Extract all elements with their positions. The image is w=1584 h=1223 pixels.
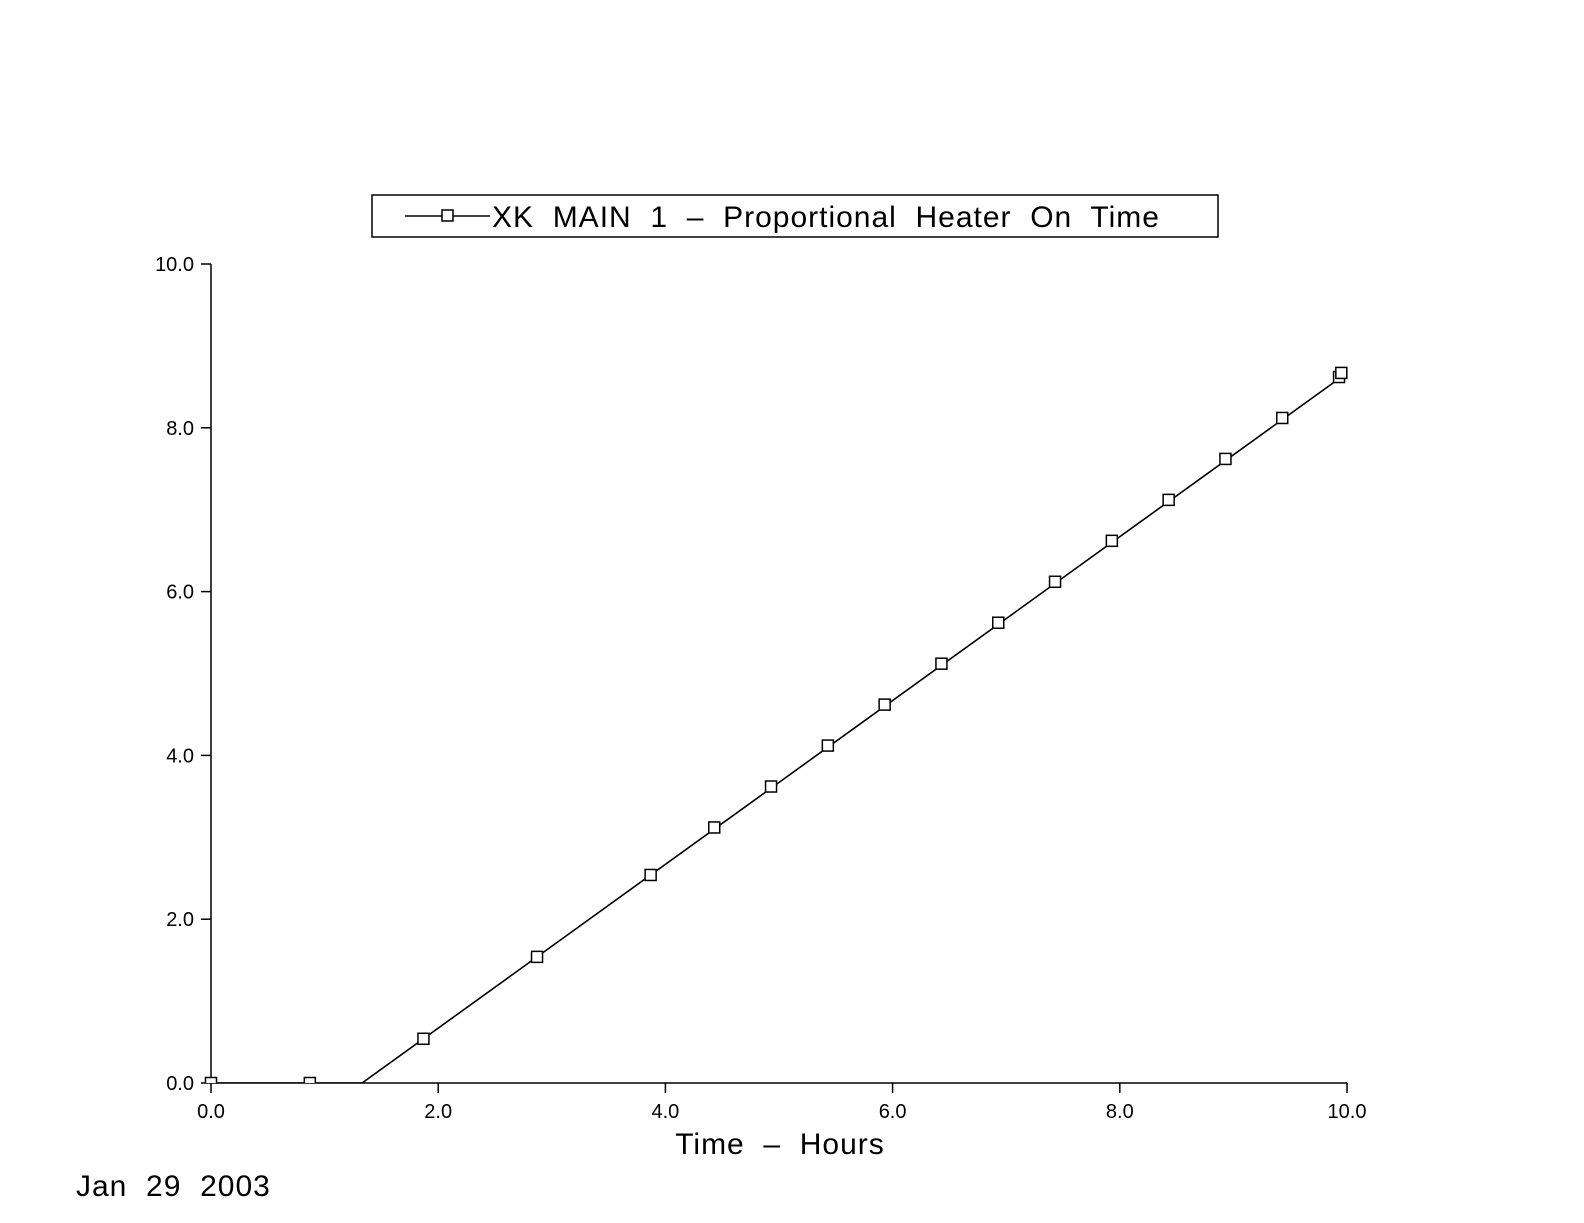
data-point-marker [417, 1032, 430, 1046]
x-tick-label: 10.0 [1328, 1101, 1367, 1123]
y-tick-label: 10.0 [155, 254, 194, 276]
data-point-marker [878, 698, 891, 711]
data-point-marker [1275, 411, 1289, 425]
data-point-marker [303, 1076, 317, 1083]
data-point-marker [821, 739, 835, 752]
data-point-marker [1048, 575, 1062, 589]
y-tick-label: 0.0 [166, 1073, 194, 1095]
legend: XK MAIN 1 – Proportional Heater On Time [371, 194, 1219, 238]
legend-label: XK MAIN 1 – Proportional Heater On Time [492, 201, 1160, 234]
series-line [211, 372, 1348, 1083]
x-tick-label: 8.0 [1106, 1101, 1134, 1123]
y-ticks: 0.0 2.0 4.0 6.0 8.0 10.0 [155, 254, 211, 1095]
data-point-marker [991, 616, 1005, 629]
axes [210, 264, 1347, 1084]
data-point-marker [764, 780, 778, 793]
plot-date: Jan 29 2003 [76, 1170, 271, 1203]
data-point-marker [644, 868, 657, 882]
data-point-marker [530, 950, 544, 964]
legend-marker-sample [441, 209, 454, 222]
x-tick-label: 4.0 [651, 1101, 679, 1123]
data-point-marker [707, 821, 721, 834]
series-line-group [204, 366, 1348, 1083]
x-axis-title: Time – Hours [675, 1128, 885, 1161]
x-tick-label: 6.0 [879, 1101, 907, 1123]
data-point-marker [204, 1076, 218, 1083]
data-point-marker [1219, 452, 1232, 466]
y-tick-label: 4.0 [166, 745, 194, 767]
data-point-marker [935, 657, 948, 670]
series-group [204, 366, 1348, 1083]
x-tick-label: 0.0 [197, 1101, 225, 1123]
data-point-marker [1162, 493, 1175, 507]
x-ticks: 0.0 2.0 4.0 6.0 8.0 10.0 [197, 1083, 1366, 1123]
legend-box [371, 194, 1219, 238]
y-tick-label: 8.0 [166, 418, 194, 440]
x-tick-label: 2.0 [424, 1101, 452, 1123]
y-tick-label: 6.0 [166, 582, 194, 604]
data-point-marker [1105, 534, 1119, 548]
data-point-marker [1335, 366, 1348, 380]
y-tick-label: 2.0 [166, 909, 194, 931]
